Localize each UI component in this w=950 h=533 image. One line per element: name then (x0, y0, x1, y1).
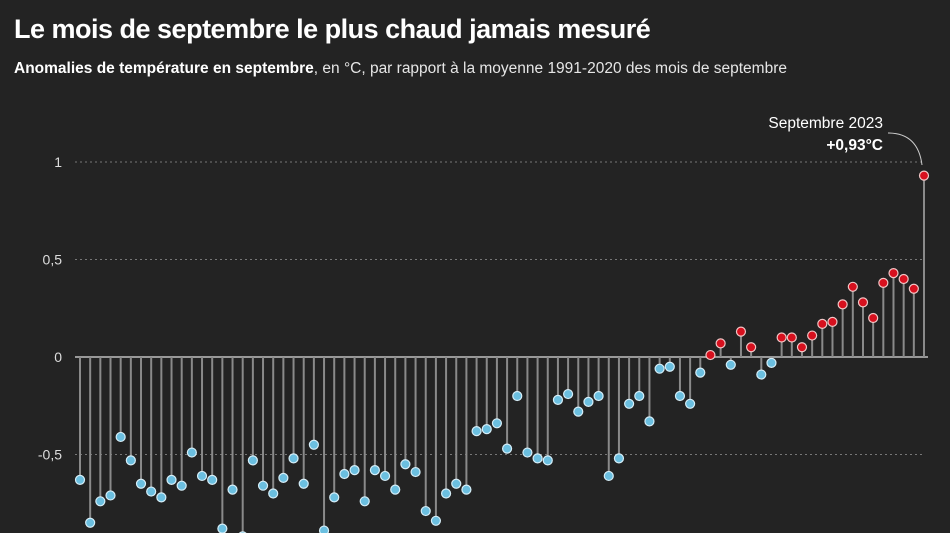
point-1954 (217, 523, 228, 533)
point-1942 (95, 496, 106, 507)
point-1955 (227, 484, 238, 495)
point-1959 (268, 488, 279, 499)
point-1943 (105, 490, 116, 501)
point-2003 (715, 338, 726, 349)
point-1952 (196, 470, 208, 482)
point-2013 (817, 318, 828, 329)
point-1960 (278, 472, 289, 483)
annotation-leader-line (887, 132, 923, 166)
point-1975 (430, 515, 442, 526)
chart-title: Le mois de septembre le plus chaud jamai… (14, 14, 651, 44)
point-1997 (654, 363, 665, 374)
point-2022 (908, 283, 919, 294)
point-1986 (542, 455, 553, 466)
point-1967 (349, 465, 360, 476)
point-1968 (359, 496, 370, 507)
point-1958 (257, 480, 269, 491)
point-2018 (868, 312, 879, 324)
point-2012 (807, 330, 818, 341)
point-1969 (369, 465, 380, 476)
point-2000 (685, 398, 696, 409)
point-1971 (390, 484, 401, 495)
point-2010 (786, 332, 797, 343)
point-1982 (501, 443, 513, 454)
point-1949 (166, 474, 177, 485)
point-2014 (827, 316, 838, 327)
point-1950 (176, 480, 187, 491)
point-1994 (624, 398, 635, 409)
annotation-value: +0,93°C (826, 137, 883, 154)
point-1993 (613, 453, 625, 464)
point-2021 (898, 273, 909, 285)
point-1977 (451, 478, 462, 489)
point-2008 (766, 357, 777, 368)
point-1972 (400, 459, 411, 470)
point-1989 (573, 406, 584, 417)
point-2020 (888, 268, 899, 279)
point-1948 (156, 492, 167, 503)
point-1940 (74, 474, 86, 485)
point-1947 (146, 486, 157, 497)
point-1953 (207, 474, 218, 485)
point-1941 (85, 517, 96, 528)
point-2001 (695, 367, 706, 378)
point-1951 (186, 447, 197, 458)
point-1983 (512, 390, 523, 402)
point-1991 (593, 390, 604, 402)
point-2009 (776, 332, 787, 343)
point-2019 (878, 277, 889, 288)
point-1998 (664, 361, 675, 372)
point-1988 (562, 388, 574, 400)
point-2004 (725, 359, 736, 370)
annotation-label: Septembre 2023 (768, 115, 883, 132)
point-1976 (440, 488, 452, 499)
point-2017 (857, 297, 869, 308)
subtitle-bold: Anomalies de température en septembre (14, 60, 314, 77)
point-1979 (471, 426, 482, 437)
point-2016 (847, 281, 858, 292)
point-2002 (705, 349, 716, 361)
point-1992 (603, 470, 614, 482)
point-1964 (318, 525, 330, 533)
point-1987 (552, 394, 564, 405)
point-1974 (420, 505, 431, 517)
y-tick-label: 0 (54, 349, 62, 365)
point-1945 (125, 455, 136, 466)
y-tick-label: -0,5 (38, 447, 62, 463)
point-2015 (837, 299, 848, 310)
point-2006 (746, 342, 757, 353)
point-1946 (135, 478, 147, 489)
point-1962 (298, 478, 309, 489)
point-1965 (329, 492, 340, 503)
point-1980 (481, 424, 492, 435)
point-2005 (735, 326, 747, 337)
subtitle-rest: , en °C, par rapport à la moyenne 1991-2… (313, 60, 787, 77)
chart-subtitle: Anomalies de température en septembre, e… (14, 60, 787, 78)
point-1985 (532, 453, 543, 464)
point-1944 (115, 431, 126, 443)
point-1984 (522, 447, 533, 458)
y-tick-label: 1 (54, 154, 62, 170)
point-1957 (247, 455, 258, 466)
point-1963 (308, 439, 319, 450)
point-2011 (796, 342, 808, 353)
point-1999 (674, 390, 686, 402)
point-2007 (756, 369, 767, 380)
point-1961 (288, 453, 299, 464)
point-1978 (461, 484, 472, 495)
point-1990 (583, 396, 594, 407)
point-1995 (634, 390, 645, 402)
point-1996 (644, 416, 655, 427)
point-1973 (410, 466, 421, 478)
point-1981 (491, 418, 503, 429)
point-1966 (339, 468, 350, 480)
point-1970 (379, 470, 391, 482)
point-2023 (918, 170, 930, 181)
y-tick-label: 0,5 (43, 252, 63, 268)
